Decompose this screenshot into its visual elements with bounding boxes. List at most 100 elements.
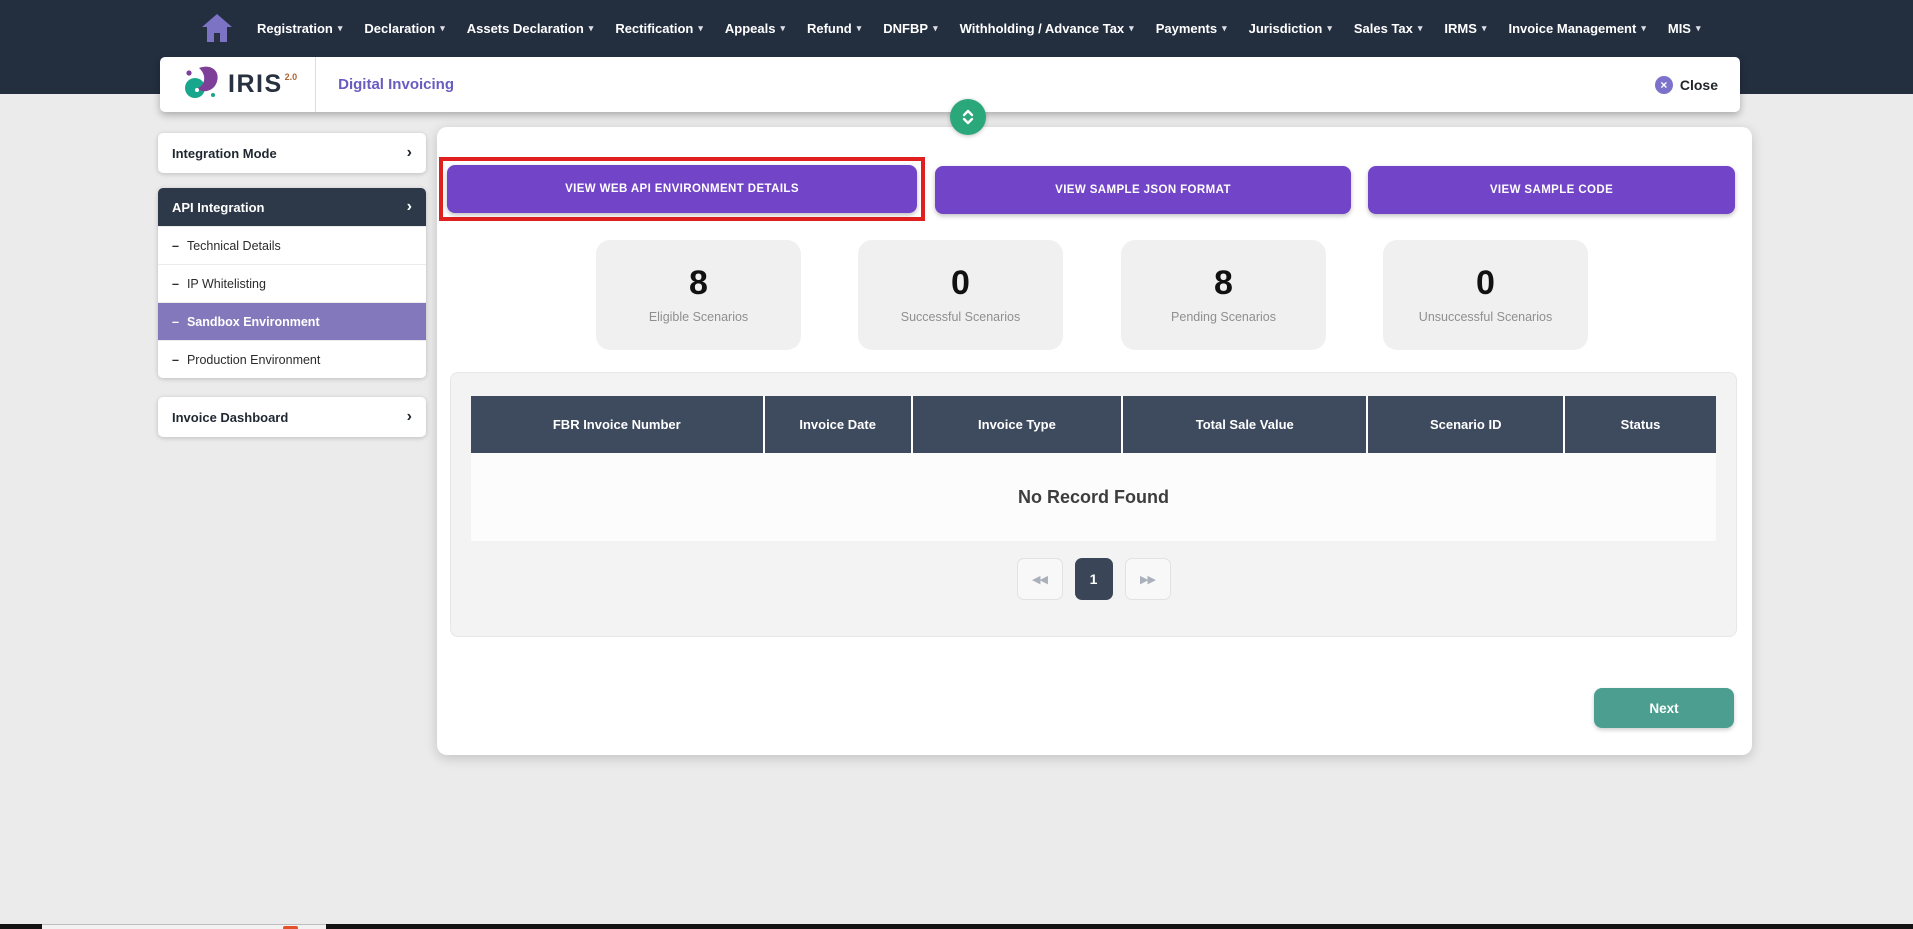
nav-item-label: MIS	[1667, 20, 1691, 36]
dropdown-caret-icon: ▾	[440, 22, 445, 33]
dropdown-caret-icon: ▾	[1695, 22, 1701, 33]
nav-item-label: Rectification	[615, 20, 694, 36]
sidebar-item-integration-mode[interactable]: Integration Mode ›	[158, 133, 426, 173]
nav-item-label: Payments	[1155, 20, 1218, 36]
sidebar-item-label: Sandbox Environment	[186, 314, 320, 329]
header-bar: IRIS 2.0 Digital Invoicing × Close	[160, 57, 1740, 112]
col-status: Status	[1563, 396, 1716, 453]
stat-value: 0	[951, 264, 970, 302]
main-menu: Registration ▾ Declaration ▾ Assets Declar…	[246, 0, 1712, 56]
close-icon: ×	[1654, 75, 1673, 94]
next-button[interactable]: Next	[1594, 688, 1734, 728]
stat-label: Eligible Scenarios	[648, 310, 749, 324]
nav-item-sales-tax[interactable]: Sales Tax ▾	[1343, 0, 1434, 56]
sidebar-item-api-integration[interactable]: API Integration ›	[158, 188, 426, 226]
sidebar-item-label: Integration Mode	[172, 145, 277, 161]
nav-item-payments[interactable]: Payments ▾	[1145, 0, 1238, 56]
nav-item-registration[interactable]: Registration ▾	[246, 0, 353, 56]
nav-item-label: Withholding / Advance Tax	[959, 20, 1125, 36]
stat-value: 8	[1214, 264, 1233, 302]
col-invoice-date: Invoice Date	[762, 396, 912, 453]
highlight-box: VIEW WEB API ENVIRONMENT DETAILS	[439, 157, 925, 221]
iris-logo[interactable]: IRIS 2.0	[160, 57, 315, 112]
home-icon[interactable]	[200, 11, 234, 45]
stat-card-pending-scenarios: 8 Pending Scenarios	[1121, 240, 1326, 350]
stat-value: 8	[689, 264, 708, 302]
nav-item-label: Sales Tax	[1353, 20, 1413, 36]
stat-card-eligible-scenarios: 8 Eligible Scenarios	[596, 240, 801, 350]
sidebar-item-invoice-dashboard[interactable]: Invoice Dashboard ›	[158, 397, 426, 437]
page-title: Digital Invoicing	[338, 76, 454, 93]
header-divider	[315, 57, 317, 112]
nav-item-jurisdiction[interactable]: Jurisdiction ▾	[1238, 0, 1343, 56]
view-sample-code-button[interactable]: VIEW SAMPLE CODE	[1368, 166, 1735, 214]
nav-item-label: Assets Declaration	[466, 20, 584, 36]
dropdown-caret-icon: ▾	[933, 22, 938, 33]
pagination-page-1-button[interactable]: 1	[1074, 558, 1113, 600]
sidebar-item-label: IP Whitelisting	[186, 276, 266, 291]
dash-icon: –	[172, 314, 179, 329]
dropdown-caret-icon: ▾	[698, 22, 703, 33]
close-label: Close	[1679, 76, 1718, 93]
chevron-right-icon: ›	[406, 408, 412, 425]
table-empty-row: No Record Found	[471, 453, 1716, 541]
dropdown-caret-icon: ▾	[588, 22, 594, 33]
nav-item-label: Registration	[257, 20, 333, 36]
invoices-table-panel: FBR Invoice Number Invoice Date Invoice …	[450, 372, 1737, 637]
sidebar-item-technical-details[interactable]: – Technical Details	[158, 226, 426, 264]
sidebar-group-api-integration: API Integration › – Technical Details – …	[158, 188, 426, 378]
view-web-api-environment-details-button[interactable]: VIEW WEB API ENVIRONMENT DETAILS	[447, 165, 917, 213]
chevron-right-icon: ›	[406, 144, 412, 161]
nav-item-withholding-advance-tax[interactable]: Withholding / Advance Tax ▾	[949, 0, 1145, 56]
pagination-last-button[interactable]: ▶▶	[1124, 558, 1171, 600]
table-header-row: FBR Invoice Number Invoice Date Invoice …	[471, 396, 1716, 453]
nav-item-invoice-management[interactable]: Invoice Management ▾	[1497, 0, 1656, 56]
orange-indicator-dot	[283, 926, 298, 929]
nav-item-mis[interactable]: MIS ▾	[1657, 0, 1712, 56]
pagination-first-button[interactable]: ◀◀	[1016, 558, 1063, 600]
stat-label: Successful Scenarios	[900, 310, 1021, 324]
nav-item-label: Invoice Management	[1508, 20, 1637, 36]
background-window-edge	[0, 924, 1913, 929]
nav-item-rectification[interactable]: Rectification ▾	[604, 0, 714, 56]
dropdown-caret-icon: ▾	[780, 22, 785, 33]
nav-item-refund[interactable]: Refund ▾	[796, 0, 872, 56]
dropdown-caret-icon: ▾	[1222, 22, 1227, 33]
expand-collapse-toggle[interactable]	[950, 99, 986, 135]
nav-item-irms[interactable]: IRMS ▾	[1433, 0, 1497, 56]
nav-item-label: Jurisdiction	[1248, 20, 1323, 36]
nav-item-assets-declaration[interactable]: Assets Declaration ▾	[456, 0, 605, 56]
sidebar-item-production-environment[interactable]: – Production Environment	[158, 340, 426, 378]
dropdown-caret-icon: ▾	[337, 22, 343, 33]
close-button[interactable]: × Close	[1654, 75, 1718, 94]
dash-icon: –	[172, 352, 179, 367]
col-invoice-type: Invoice Type	[910, 396, 1123, 453]
stat-card-unsuccessful-scenarios: 0 Unsuccessful Scenarios	[1383, 240, 1588, 350]
stat-value: 0	[1476, 264, 1495, 302]
nav-item-dnfbp[interactable]: DNFBP ▾	[872, 0, 948, 56]
up-down-chevrons-icon	[962, 109, 974, 125]
dropdown-caret-icon: ▾	[1327, 22, 1332, 33]
pagination: ◀◀ 1 ▶▶	[451, 558, 1736, 600]
invoices-table: FBR Invoice Number Invoice Date Invoice …	[471, 396, 1716, 541]
nav-item-label: Declaration	[364, 20, 436, 36]
nav-item-appeals[interactable]: Appeals ▾	[714, 0, 796, 56]
double-right-arrow-icon: ▶▶	[1140, 573, 1156, 586]
logo-version: 2.0	[284, 71, 298, 82]
sidebar-item-label: Production Environment	[186, 352, 321, 367]
col-scenario-id: Scenario ID	[1366, 396, 1565, 453]
sidebar-item-ip-whitelisting[interactable]: – IP Whitelisting	[158, 264, 426, 302]
view-sample-json-format-button[interactable]: VIEW SAMPLE JSON FORMAT	[935, 166, 1351, 214]
nav-item-label: DNFBP	[883, 20, 929, 36]
sidebar-item-label: Invoice Dashboard	[172, 409, 289, 425]
dash-icon: –	[172, 276, 179, 291]
dropdown-caret-icon: ▾	[1641, 22, 1646, 33]
nav-item-declaration[interactable]: Declaration ▾	[353, 0, 455, 56]
sidebar-item-label: Technical Details	[186, 238, 281, 253]
double-left-arrow-icon: ◀◀	[1032, 573, 1048, 586]
logo-text: IRIS	[228, 70, 283, 98]
stat-label: Unsuccessful Scenarios	[1418, 310, 1553, 324]
iris-logo-icon	[182, 63, 222, 106]
sidebar-item-sandbox-environment[interactable]: – Sandbox Environment	[158, 302, 426, 340]
stat-card-successful-scenarios: 0 Successful Scenarios	[858, 240, 1063, 350]
